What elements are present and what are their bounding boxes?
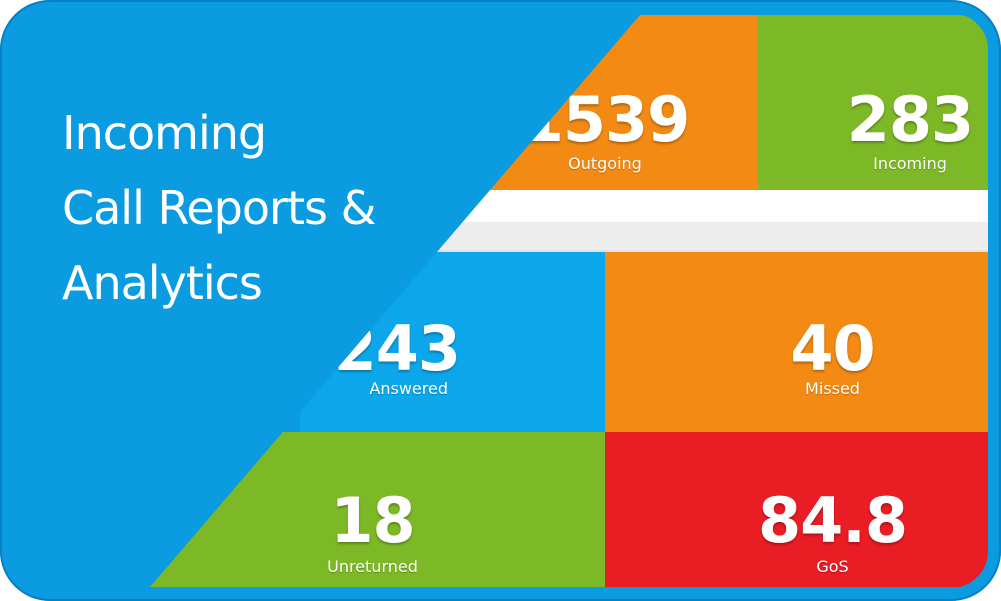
headline-line-2: Call Reports &: [62, 181, 376, 235]
toolbar-strip: [400, 190, 988, 222]
stat-tile-incoming: 283 Incoming: [758, 15, 988, 190]
stat-value-answered: 243: [333, 312, 461, 385]
stat-tile-gos: 84.8 GoS: [605, 432, 988, 587]
stat-value-unreturned: 18: [330, 484, 415, 557]
stat-label-incoming: Incoming: [873, 154, 947, 173]
stat-value-missed: 40: [790, 312, 875, 385]
stat-tile-missed: 40 Missed: [605, 252, 988, 432]
headline-line-3: Analytics: [62, 256, 263, 310]
headline-line-1: Incoming: [62, 106, 267, 160]
stat-value-outgoing: 1539: [520, 83, 691, 156]
stat-label-outgoing: Outgoing: [568, 154, 642, 173]
stat-value-incoming: 283: [846, 83, 974, 156]
divider-strip: [400, 222, 988, 252]
stat-label-missed: Missed: [805, 379, 860, 398]
stat-label-answered: Answered: [369, 379, 448, 398]
stat-label-unreturned: Unreturned: [327, 557, 418, 576]
stat-value-gos: 84.8: [758, 484, 908, 557]
stat-tile-unreturned: 18 Unreturned: [150, 432, 605, 587]
stat-tile-outgoing: 1539 Outgoing: [440, 15, 758, 190]
promo-headline: Incoming Call Reports & Analytics: [62, 96, 376, 321]
stat-label-gos: GoS: [816, 557, 849, 576]
